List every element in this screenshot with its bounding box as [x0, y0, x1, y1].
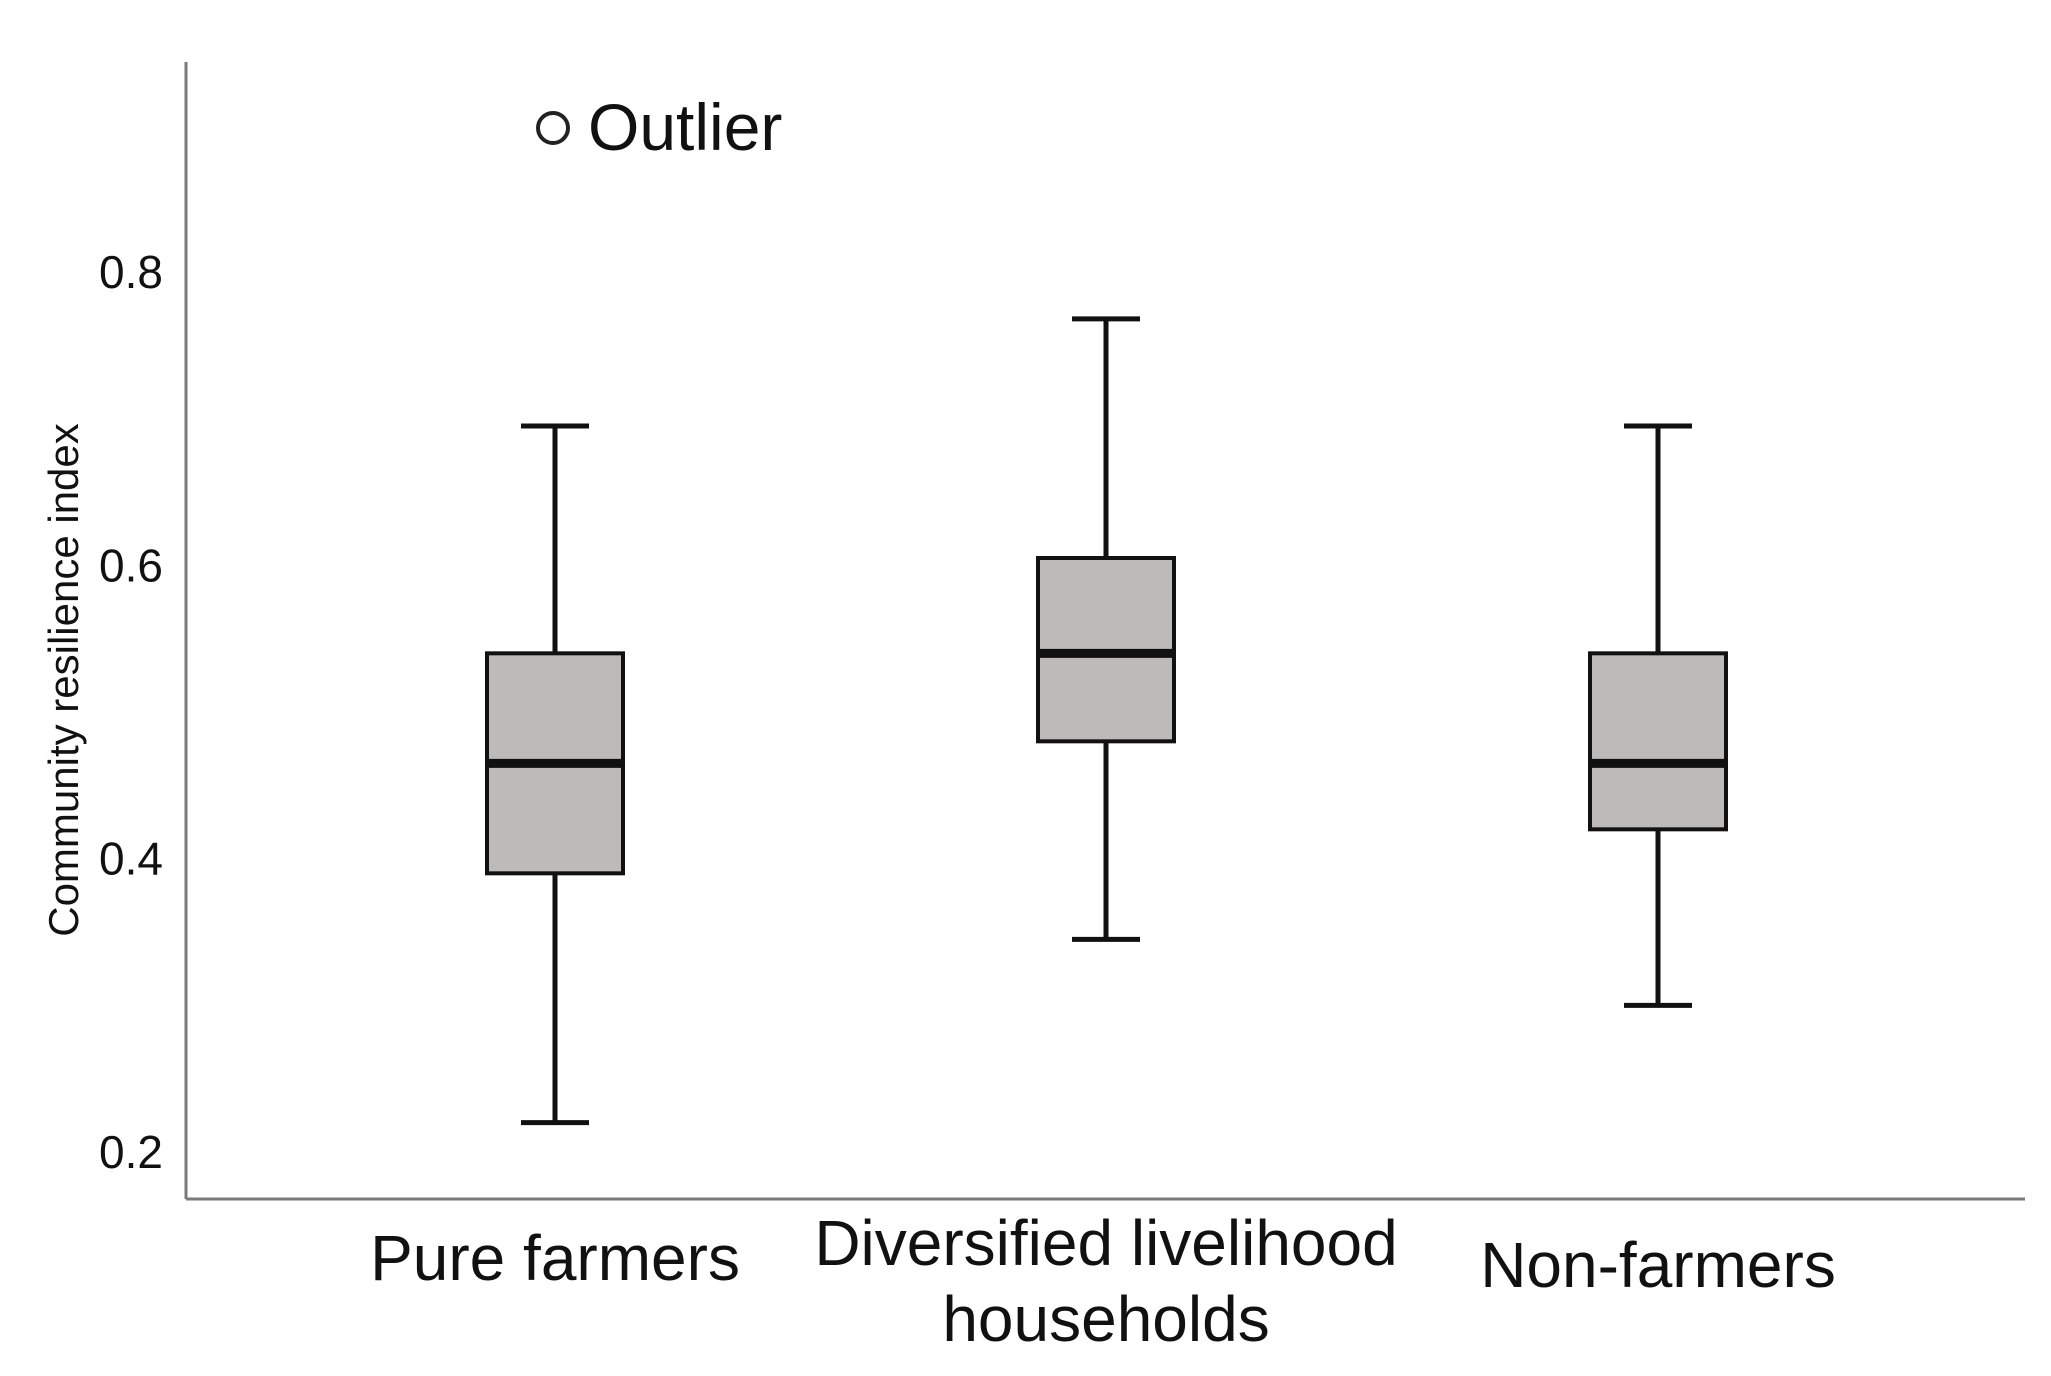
- legend: Outlier: [536, 90, 782, 164]
- box-group: [1036, 316, 1176, 942]
- category-labels: Pure farmers Diversified livelihood househ…: [370, 1207, 1836, 1355]
- y-axis-title: Community resilience index: [40, 423, 87, 937]
- axes: [184, 62, 2025, 1201]
- category-label: Diversified livelihood households: [814, 1207, 1397, 1355]
- iqr-box: [1588, 651, 1728, 832]
- category-label-line: Diversified livelihood: [814, 1207, 1397, 1279]
- box-series: [485, 316, 1728, 1126]
- y-tick-labels: 0.2 0.4 0.6 0.8: [99, 246, 163, 1178]
- category-label-line: households: [942, 1283, 1269, 1355]
- y-tick-label: 0.4: [99, 833, 163, 885]
- outlier-marker-icon: [536, 111, 570, 145]
- y-tick-label: 0.8: [99, 246, 163, 298]
- y-tick-label: 0.6: [99, 539, 163, 591]
- category-label: Pure farmers: [370, 1222, 740, 1294]
- legend-label: Outlier: [588, 90, 782, 164]
- category-label-line: Non-farmers: [1480, 1229, 1836, 1301]
- box-group: [485, 423, 625, 1126]
- box-group: [1588, 423, 1728, 1008]
- category-label: Non-farmers: [1480, 1229, 1836, 1301]
- category-label-line: Pure farmers: [370, 1222, 740, 1294]
- y-tick-label: 0.2: [99, 1126, 163, 1178]
